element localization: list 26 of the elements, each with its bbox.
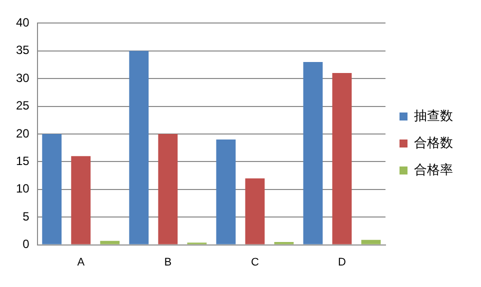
bar bbox=[332, 73, 352, 244]
bar bbox=[42, 134, 62, 244]
x-tick-label: C bbox=[250, 256, 259, 268]
x-tick-label: A bbox=[77, 256, 86, 268]
bar bbox=[216, 140, 236, 244]
bar bbox=[245, 178, 265, 244]
bar bbox=[71, 156, 91, 244]
y-tick-label: 35 bbox=[16, 43, 30, 58]
x-tick-label: D bbox=[338, 256, 346, 268]
bar bbox=[129, 50, 149, 244]
y-tick-label: 10 bbox=[16, 182, 30, 196]
y-tick-label: 30 bbox=[16, 70, 30, 85]
legend-label: 合格数 bbox=[414, 136, 453, 151]
y-tick-label: 15 bbox=[16, 154, 30, 168]
bar bbox=[100, 240, 120, 244]
y-tick-label: 5 bbox=[22, 209, 30, 224]
bar bbox=[303, 62, 323, 244]
legend-label: 抽查数 bbox=[414, 108, 453, 124]
y-tick-label: 0 bbox=[22, 237, 30, 252]
y-tick-label: 20 bbox=[16, 126, 30, 140]
bar bbox=[158, 134, 178, 244]
legend-label: 合格率 bbox=[414, 162, 453, 178]
bar bbox=[361, 240, 381, 244]
y-tick-label: 25 bbox=[16, 98, 30, 113]
x-tick-label: B bbox=[164, 256, 172, 268]
y-tick-label: 40 bbox=[16, 16, 30, 30]
